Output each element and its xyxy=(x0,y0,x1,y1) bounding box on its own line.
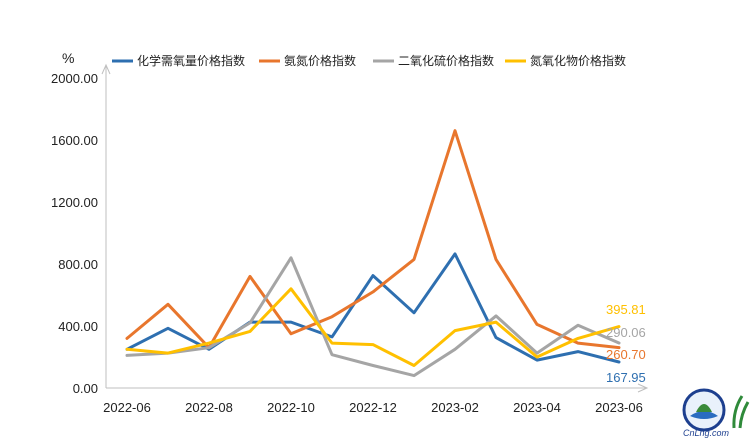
legend-label: 二氧化硫价格指数 xyxy=(398,53,494,68)
x-axis-arrow-icon xyxy=(637,383,649,393)
y-tick-label: 400.00 xyxy=(58,319,98,334)
x-tick-label: 2023-04 xyxy=(513,400,561,415)
legend: 化学需氧量价格指数 氨氮价格指数 二氧化硫价格指数 氮氧化物价格指数 xyxy=(112,53,626,68)
end-value-label: 395.81 xyxy=(606,302,646,317)
y-tick-label: 1200.00 xyxy=(51,195,98,210)
series-line xyxy=(125,129,621,350)
x-tick-label: 2022-08 xyxy=(185,400,233,415)
legend-label: 氨氮价格指数 xyxy=(284,53,356,68)
y-tick-labels: 0.00 400.00 800.00 1200.00 1600.00 2000.00 xyxy=(51,71,98,396)
end-value-label: 167.95 xyxy=(606,370,646,385)
y-tick-label: 1600.00 xyxy=(51,133,98,148)
x-tick-label: 2022-12 xyxy=(349,400,397,415)
logo-wave-icon xyxy=(690,411,718,419)
logo-grass-icon xyxy=(732,395,744,429)
logo-text: CnLng.com xyxy=(683,428,730,438)
x-tick-label: 2022-06 xyxy=(103,400,151,415)
x-tick-label: 2023-06 xyxy=(595,400,643,415)
y-unit-label: % xyxy=(62,50,74,66)
series-line xyxy=(125,287,621,367)
y-tick-label: 2000.00 xyxy=(51,71,98,86)
axes xyxy=(101,63,649,393)
y-axis-arrow-icon xyxy=(101,63,111,75)
x-tick-label: 2022-10 xyxy=(267,400,315,415)
end-value-label: 290.06 xyxy=(606,325,646,340)
end-value-label: 260.70 xyxy=(606,347,646,362)
series-lines xyxy=(125,129,621,378)
y-tick-label: 0.00 xyxy=(73,381,98,396)
legend-label: 化学需氧量价格指数 xyxy=(137,53,245,68)
series-line xyxy=(125,252,621,364)
end-labels: 395.81 290.06 260.70 167.95 xyxy=(606,302,646,385)
logo-leaf-icon xyxy=(696,404,712,412)
x-tick-labels: 2022-06 2022-08 2022-10 2022-12 2023-02 2023-… xyxy=(103,400,643,415)
y-tick-label: 800.00 xyxy=(58,257,98,272)
cnlng-logo: CnLng.com xyxy=(678,386,750,438)
series-line xyxy=(125,256,621,378)
legend-label: 氮氧化物价格指数 xyxy=(530,53,626,68)
x-tick-label: 2023-02 xyxy=(431,400,479,415)
